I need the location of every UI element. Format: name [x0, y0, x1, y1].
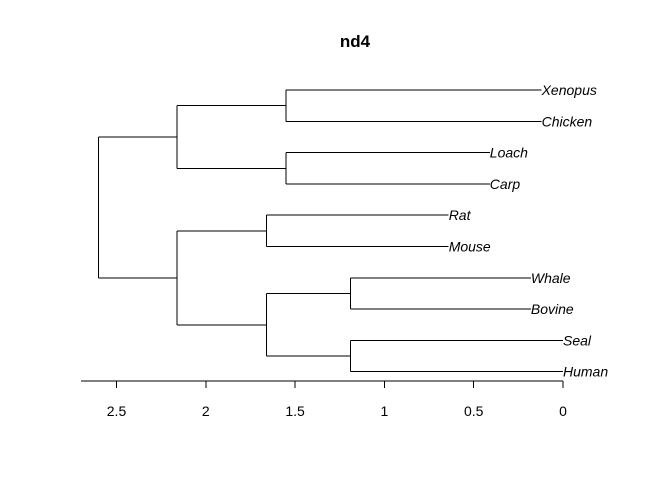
- leaf-label-rat: Rat: [449, 207, 472, 223]
- chart-title: nd4: [340, 32, 371, 51]
- leaf-labels-group: Xenopus Chicken Loach Carp Rat Mouse Whale Bovi…: [449, 82, 609, 380]
- leaf-label-xenopus: Xenopus: [541, 82, 597, 98]
- leaf-label-mouse: Mouse: [449, 239, 491, 255]
- leaf-label-human: Human: [563, 364, 608, 380]
- leaf-label-carp: Carp: [490, 176, 521, 192]
- leaf-label-seal: Seal: [563, 332, 592, 348]
- x-tick-label: 1.5: [285, 403, 305, 419]
- x-axis: 2.5 2 1.5 1 0.5 0: [80, 380, 567, 419]
- leaf-label-chicken: Chicken: [542, 113, 593, 129]
- leaf-label-whale: Whale: [531, 270, 571, 286]
- x-tick-label: 1: [381, 403, 389, 419]
- x-tick-label: 2: [202, 403, 210, 419]
- x-tick-label: 2.5: [107, 403, 127, 419]
- leaf-label-bovine: Bovine: [531, 301, 574, 317]
- x-tick-label: 0: [559, 403, 567, 419]
- branches-group: [98, 89, 563, 373]
- leaf-label-loach: Loach: [490, 145, 528, 161]
- x-tick-label: 0.5: [464, 403, 484, 419]
